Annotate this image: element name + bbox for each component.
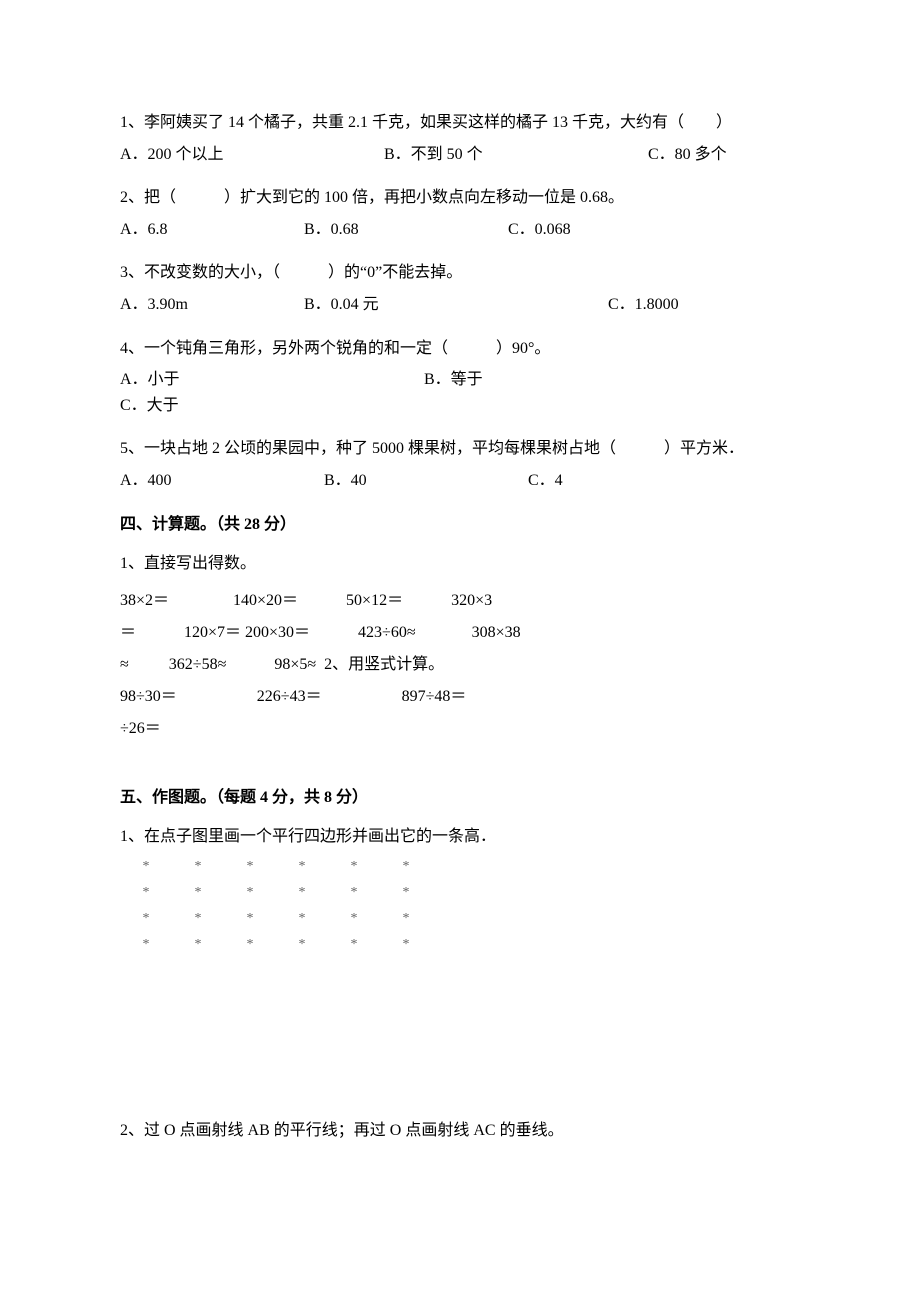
question-3-opt-c: C．1.8000 [608,292,679,318]
question-2-opt-a: A．6.8 [120,217,300,243]
question-4-opt-c: C．大于 [120,393,179,419]
dots-grid: ************************ [120,854,432,958]
dot: * [276,880,328,906]
calc-line-4b: ÷26＝ [120,713,800,745]
question-2-opt-c: C．0.068 [508,217,571,243]
question-2-stem: 2、把（ ）扩大到它的 100 倍，再把小数点向左移动一位是 0.68。 [120,185,800,211]
dot: * [172,854,224,880]
calc-line-2: ＝ 120×7＝ 200×30＝ 423÷60≈ 308×38 [120,617,800,649]
question-3-options: A．3.90m B．0.04 元 C．1.8000 [120,292,800,318]
page-container: 1、李阿姨买了 14 个橘子，共重 2.1 千克，如果买这样的橘子 13 千克，… [0,0,920,1204]
dot: * [120,906,172,932]
question-1-opt-b: B．不到 50 个 [384,142,644,168]
question-1-stem: 1、李阿姨买了 14 个橘子，共重 2.1 千克，如果买这样的橘子 13 千克，… [120,110,800,136]
vertical-spacer [120,958,800,1118]
question-4-stem: 4、一个钝角三角形，另外两个锐角的和一定（ ）90°。 [120,336,800,362]
question-4-options: A．小于 B．等于 C．大于 [120,367,800,418]
section-4-sub1: 1、直接写出得数。 [120,551,800,577]
question-1-opt-c: C．80 多个 [648,142,727,168]
dot: * [328,880,380,906]
dot: * [120,932,172,958]
dot: * [380,932,432,958]
section-4-heading: 四、计算题。（共 28 分） [120,512,800,538]
dot: * [328,906,380,932]
dot: * [172,906,224,932]
question-1-opt-a: A．200 个以上 [120,142,380,168]
dot: * [172,880,224,906]
question-5-stem: 5、一块占地 2 公顷的果园中，种了 5000 棵果树，平均每棵果树占地（ ）平… [120,436,800,462]
question-5-opt-a: A．400 [120,468,320,494]
question-2-options: A．6.8 B．0.68 C．0.068 [120,217,800,243]
question-5: 5、一块占地 2 公顷的果园中，种了 5000 棵果树，平均每棵果树占地（ ）平… [120,436,800,493]
question-5-opt-b: B．40 [324,468,524,494]
calc-line-3: ≈ 362÷58≈ 98×5≈ 2、用竖式计算。 [120,649,800,681]
question-4-opt-a: A．小于 [120,367,420,393]
dot: * [276,932,328,958]
dot: * [120,854,172,880]
section-5-sub2: 2、过 O 点画射线 AB 的平行线；再过 O 点画射线 AC 的垂线。 [120,1118,800,1144]
dot: * [224,880,276,906]
dot: * [224,906,276,932]
question-2-opt-b: B．0.68 [304,217,504,243]
question-1-options: A．200 个以上 B．不到 50 个 C．80 多个 [120,142,800,168]
dot: * [380,906,432,932]
dot: * [276,854,328,880]
calc-line-1: 38×2＝ 140×20＝ 50×12＝ 320×3 [120,585,800,617]
question-3-opt-b: B．0.04 元 [304,292,604,318]
question-4-opt-b: B．等于 [424,367,483,393]
dot: * [120,880,172,906]
dot: * [380,880,432,906]
question-1: 1、李阿姨买了 14 个橘子，共重 2.1 千克，如果买这样的橘子 13 千克，… [120,110,800,167]
question-2: 2、把（ ）扩大到它的 100 倍，再把小数点向左移动一位是 0.68。 A．6… [120,185,800,242]
calc-line-4a: 98÷30＝ 226÷43＝ 897÷48＝ [120,681,800,713]
question-4: 4、一个钝角三角形，另外两个锐角的和一定（ ）90°。 A．小于 B．等于 C．… [120,336,800,419]
dot: * [328,932,380,958]
dot: * [224,932,276,958]
question-5-options: A．400 B．40 C．4 [120,468,800,494]
question-3-stem: 3、不改变数的大小，（ ）的“0”不能去掉。 [120,260,800,286]
section-5-sub1: 1、在点子图里画一个平行四边形并画出它的一条高． [120,824,800,850]
section-5-heading: 五、作图题。（每题 4 分，共 8 分） [120,785,800,811]
dot: * [172,932,224,958]
question-5-opt-c: C．4 [528,468,563,494]
dot: * [276,906,328,932]
section-4-calc-block: 38×2＝ 140×20＝ 50×12＝ 320×3 ＝ 120×7＝ 200×… [120,585,800,745]
question-3: 3、不改变数的大小，（ ）的“0”不能去掉。 A．3.90m B．0.04 元 … [120,260,800,317]
dot: * [328,854,380,880]
dot: * [224,854,276,880]
question-3-opt-a: A．3.90m [120,292,300,318]
dot: * [380,854,432,880]
